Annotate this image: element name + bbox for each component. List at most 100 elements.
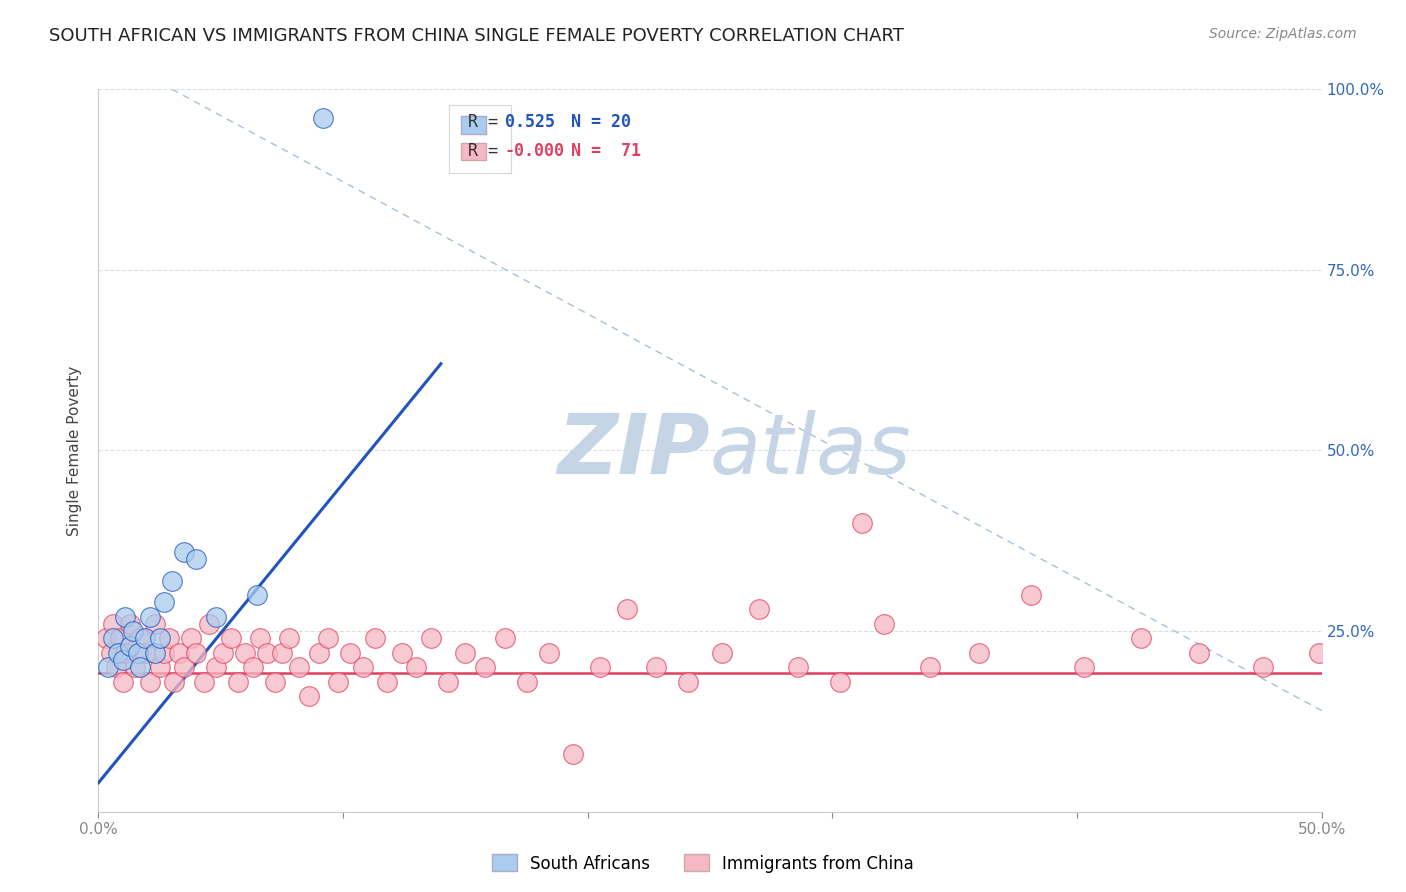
Point	[134, 632, 156, 646]
Point	[263, 674, 285, 689]
Point	[562, 747, 585, 761]
Point	[134, 646, 156, 660]
Point	[828, 674, 851, 689]
Point	[405, 660, 427, 674]
Point	[129, 632, 152, 646]
Point	[143, 616, 166, 631]
Point	[249, 632, 271, 646]
Text: N =  71: N = 71	[551, 142, 641, 160]
Point	[143, 646, 166, 660]
Point	[120, 616, 142, 631]
Point	[676, 674, 699, 689]
Point	[205, 609, 228, 624]
Point	[474, 660, 496, 674]
Point	[711, 646, 734, 660]
Point	[127, 646, 149, 660]
Text: atlas: atlas	[710, 410, 911, 491]
Point	[364, 632, 387, 646]
Point	[1129, 632, 1152, 646]
Point	[645, 660, 668, 674]
Point	[589, 660, 612, 674]
Point	[1073, 660, 1095, 674]
Text: N = 20: N = 20	[551, 112, 631, 131]
Legend: South Africans, Immigrants from China: South Africans, Immigrants from China	[485, 847, 921, 880]
Text: ZIP: ZIP	[557, 410, 710, 491]
Point	[312, 111, 335, 125]
Point	[186, 646, 208, 660]
Point	[851, 516, 873, 530]
Point	[129, 660, 152, 674]
Point	[160, 574, 183, 588]
Point	[157, 632, 180, 646]
Point	[920, 660, 942, 674]
Point	[139, 609, 162, 624]
Point	[100, 646, 122, 660]
Point	[149, 660, 172, 674]
Point	[153, 646, 176, 660]
Point	[787, 660, 810, 674]
Point	[233, 646, 256, 660]
Point	[437, 674, 460, 689]
Y-axis label: Single Female Poverty: Single Female Poverty	[67, 366, 83, 535]
Point	[748, 602, 770, 616]
Point	[149, 632, 172, 646]
Point	[153, 595, 176, 609]
Point	[219, 632, 242, 646]
Point	[278, 632, 301, 646]
Point	[420, 632, 443, 646]
Point	[494, 632, 516, 646]
Point	[339, 646, 361, 660]
Point	[124, 660, 146, 674]
Point	[226, 674, 249, 689]
Point	[242, 660, 264, 674]
Point	[1019, 588, 1042, 602]
Point	[173, 544, 195, 558]
Point	[352, 660, 374, 674]
Point	[101, 616, 124, 631]
Point	[139, 674, 162, 689]
Text: -0.000: -0.000	[505, 142, 565, 160]
Point	[97, 660, 120, 674]
Point	[967, 646, 990, 660]
Point	[288, 660, 311, 674]
Point	[328, 674, 350, 689]
Point	[873, 616, 896, 631]
Point	[104, 660, 127, 674]
Text: 0.525: 0.525	[505, 112, 554, 131]
Point	[121, 624, 143, 639]
Point	[515, 674, 537, 689]
Point	[298, 689, 321, 703]
Point	[375, 674, 398, 689]
Point	[101, 632, 124, 646]
Text: R =: R =	[468, 142, 508, 160]
Point	[197, 616, 219, 631]
Point	[94, 632, 117, 646]
Point	[114, 609, 136, 624]
Point	[256, 646, 278, 660]
Point	[110, 632, 132, 646]
Point	[1251, 660, 1274, 674]
Point	[318, 632, 340, 646]
Point	[616, 602, 638, 616]
Text: Source: ZipAtlas.com: Source: ZipAtlas.com	[1209, 27, 1357, 41]
Point	[186, 551, 208, 566]
Point	[111, 653, 134, 667]
Point	[193, 674, 215, 689]
Point	[308, 646, 330, 660]
Point	[120, 639, 142, 653]
Legend: , : ,	[450, 104, 510, 173]
Point	[180, 632, 202, 646]
Point	[212, 646, 235, 660]
Point	[391, 646, 413, 660]
Point	[107, 646, 129, 660]
Point	[111, 674, 134, 689]
Point	[1188, 646, 1211, 660]
Point	[537, 646, 560, 660]
Point	[270, 646, 294, 660]
Point	[205, 660, 228, 674]
Point	[173, 660, 195, 674]
Point	[246, 588, 269, 602]
Point	[1308, 646, 1330, 660]
Point	[114, 646, 136, 660]
Text: R =: R =	[468, 112, 508, 131]
